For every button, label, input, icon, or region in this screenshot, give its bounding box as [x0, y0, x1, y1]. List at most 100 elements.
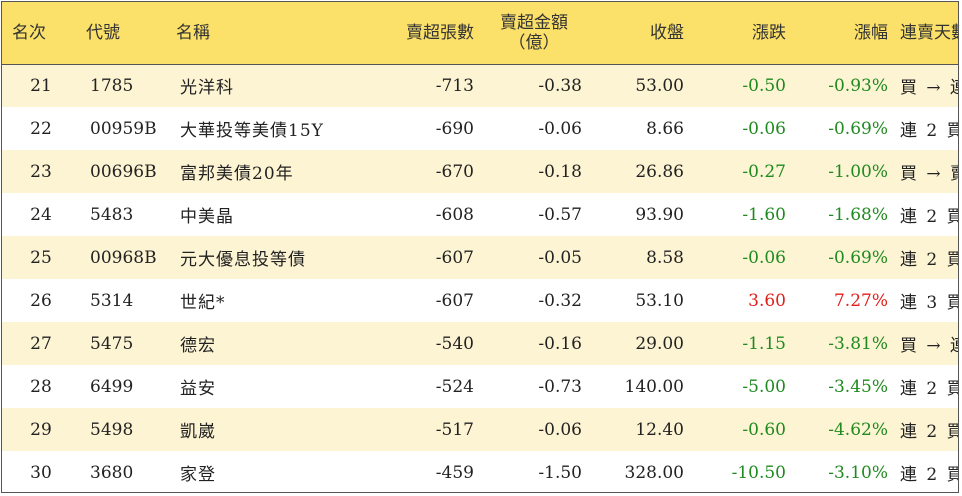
cell-name: 光洋科	[180, 78, 234, 99]
cell-code: 5483	[90, 204, 134, 225]
header-net-sell-amount-line1: 賣超金額	[500, 12, 568, 33]
cell-consecutive-days: 連 2 買 → 連 6 賣	[900, 422, 958, 442]
cell-name: 元大優息投等債	[180, 250, 306, 270]
header-close: 收盤	[588, 2, 690, 65]
cell-change: -1.60	[742, 204, 786, 225]
cell-consecutive-days: 連 3 買 → 賣	[900, 293, 958, 313]
cell-net-sell-amount: -0.05	[538, 247, 582, 268]
cell-name: 富邦美債20年	[180, 164, 294, 184]
header-rank: 名次	[2, 2, 80, 65]
cell-rank: 27	[30, 333, 52, 354]
cell-name: 家登	[180, 465, 216, 485]
cell-code: 1785	[90, 75, 134, 96]
cell-change: -0.60	[742, 419, 786, 440]
cell-net-sell-amount: -0.38	[538, 75, 582, 96]
cell-change-pct: -1.68%	[828, 204, 888, 225]
cell-name: 世紀*	[180, 293, 226, 313]
cell-rank: 24	[30, 204, 52, 225]
cell-close: 140.00	[624, 376, 684, 397]
cell-change: -10.50	[731, 462, 786, 483]
cell-change: -5.00	[742, 376, 786, 397]
header-net-sell-amount: 賣超金額 （億）	[480, 2, 588, 65]
cell-change: 3.60	[748, 290, 786, 311]
cell-net-sell-volume: -607	[435, 290, 474, 311]
cell-change-pct: -3.45%	[828, 376, 888, 397]
cell-net-sell-amount: -0.32	[538, 290, 582, 311]
cell-change: -0.06	[742, 118, 786, 139]
cell-close: 53.10	[635, 290, 684, 311]
header-change: 漲跌	[690, 2, 792, 65]
cell-net-sell-amount: -0.18	[538, 161, 582, 182]
table-row: 24 5483 中美晶 -608 -0.57 93.90 -1.60 -1.68% 連 2 買 …	[2, 193, 958, 236]
cell-code: 00968B	[90, 247, 157, 268]
table-row: 25 00968B 元大優息投等債 -607 -0.05 8.58 -0.06 -0.69% 連…	[2, 236, 958, 279]
cell-name: 大華投等美債15Y	[180, 121, 324, 141]
cell-change: -1.15	[742, 333, 786, 354]
cell-change: -0.27	[742, 161, 786, 182]
header-row: 名次 代號 名稱 賣超張數 賣超金額 （億） 收盤 漲跌 漲幅 連賣天數	[2, 2, 958, 65]
cell-net-sell-volume: -459	[435, 462, 474, 483]
cell-close: 29.00	[635, 333, 684, 354]
table-row: 29 5498 凱崴 -517 -0.06 12.40 -0.60 -4.62% 連 2 買 →…	[2, 408, 958, 451]
table-row: 21 1785 光洋科 -713 -0.38 53.00 -0.50 -0.93% 買 → 連 …	[2, 64, 958, 107]
cell-code: 5475	[90, 333, 134, 354]
cell-change-pct: -0.93%	[828, 75, 888, 96]
cell-consecutive-days: 連 2 買 → 連 5 賣	[900, 465, 958, 485]
cell-net-sell-volume: -690	[435, 118, 474, 139]
header-name: 名稱	[170, 2, 340, 65]
table-body: 21 1785 光洋科 -713 -0.38 53.00 -0.50 -0.93% 買 → 連 …	[2, 64, 958, 492]
cell-net-sell-amount: -0.57	[538, 204, 582, 225]
cell-rank: 25	[30, 247, 52, 268]
cell-net-sell-amount: -0.73	[538, 376, 582, 397]
cell-net-sell-amount: -1.50	[538, 462, 582, 483]
cell-rank: 30	[30, 462, 52, 483]
cell-net-sell-volume: -713	[435, 75, 474, 96]
cell-rank: 23	[30, 161, 52, 182]
cell-code: 5498	[90, 419, 134, 440]
table-row: 23 00696B 富邦美債20年 -670 -0.18 26.86 -0.27 -1.00%…	[2, 150, 958, 193]
cell-change-pct: 7.27%	[833, 290, 888, 311]
cell-name: 中美晶	[180, 207, 234, 227]
cell-consecutive-days: 買 → 連 4 賣	[900, 78, 958, 99]
cell-change: -0.06	[742, 247, 786, 268]
cell-net-sell-volume: -540	[435, 333, 474, 354]
cell-close: 53.00	[635, 75, 684, 96]
table-row: 26 5314 世紀* -607 -0.32 53.10 3.60 7.27% 連 3 買 → …	[2, 279, 958, 322]
table-row: 27 5475 德宏 -540 -0.16 29.00 -1.15 -3.81% 買 → 連 2…	[2, 322, 958, 365]
cell-code: 6499	[90, 376, 134, 397]
cell-code: 00696B	[90, 161, 157, 182]
cell-close: 8.58	[646, 247, 684, 268]
cell-consecutive-days: 連 2 買 → 賣	[900, 121, 958, 141]
cell-net-sell-volume: -670	[435, 161, 474, 182]
cell-consecutive-days: 連 2 買 → 賣	[900, 250, 958, 270]
table-row: 28 6499 益安 -524 -0.73 140.00 -5.00 -3.45% 連 2 買 …	[2, 365, 958, 408]
cell-change-pct: -3.10%	[828, 462, 888, 483]
cell-net-sell-amount: -0.16	[538, 333, 582, 354]
cell-consecutive-days: 買 → 連 2 賣	[900, 336, 958, 356]
cell-name: 益安	[180, 379, 216, 399]
header-change-pct: 漲幅	[792, 2, 894, 65]
cell-code: 5314	[90, 290, 134, 311]
header-net-sell-amount-line2: （億）	[508, 32, 560, 53]
cell-rank: 22	[30, 118, 52, 139]
cell-close: 26.86	[635, 161, 684, 182]
cell-consecutive-days: 連 2 買 → 連 7 賣	[900, 379, 958, 399]
cell-change: -0.50	[742, 75, 786, 96]
cell-code: 00959B	[90, 118, 157, 139]
cell-rank: 21	[30, 75, 52, 96]
cell-net-sell-volume: -607	[435, 247, 474, 268]
cell-rank: 28	[30, 376, 52, 397]
cell-close: 93.90	[635, 204, 684, 225]
header-code: 代號	[80, 2, 170, 65]
cell-change-pct: -0.69%	[828, 118, 888, 139]
cell-close: 12.40	[635, 419, 684, 440]
cell-net-sell-amount: -0.06	[538, 118, 582, 139]
header-net-sell-volume: 賣超張數	[340, 2, 480, 65]
cell-consecutive-days: 買 → 賣	[900, 164, 958, 184]
cell-change-pct: -0.69%	[828, 247, 888, 268]
header-consecutive-days: 連賣天數	[894, 2, 958, 65]
cell-name: 德宏	[180, 336, 216, 356]
cell-change-pct: -3.81%	[828, 333, 888, 354]
